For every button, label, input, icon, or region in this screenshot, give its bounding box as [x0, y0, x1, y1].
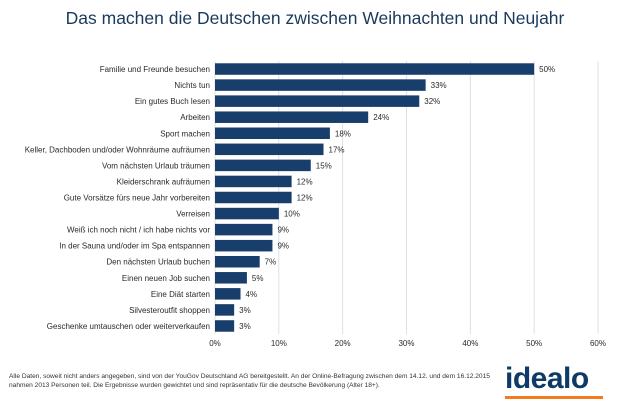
value-label: 3%	[239, 306, 251, 315]
bar	[215, 143, 324, 156]
bar	[215, 79, 426, 91]
value-label: 18%	[335, 129, 351, 138]
bar	[215, 63, 535, 75]
value-label: 9%	[277, 242, 289, 251]
value-label: 3%	[239, 322, 251, 331]
bar	[215, 223, 273, 236]
category-label: Gute Vorsätze fürs neue Jahr vorbereiten	[64, 194, 210, 203]
footnote: Alle Daten, soweit nicht anders angegebe…	[9, 373, 490, 389]
bar	[215, 111, 369, 123]
value-label: 15%	[316, 161, 332, 170]
bar	[215, 272, 247, 284]
value-label: 12%	[297, 177, 313, 186]
category-label: Arbeiten	[180, 113, 210, 122]
idealo-logo: idealo	[505, 362, 589, 395]
bar	[215, 304, 235, 316]
bar	[215, 288, 241, 300]
category-label: Weiß ich noch nicht / ich habe nichts vo…	[67, 226, 210, 235]
x-tick-label: 20%	[335, 339, 351, 348]
bar	[215, 207, 279, 220]
category-label: Nichts tun	[174, 81, 210, 90]
category-label: Kleiderschrank aufräumen	[117, 177, 210, 186]
category-label: Eine Diät starten	[151, 290, 210, 299]
x-tick-label: 30%	[398, 339, 414, 348]
value-label: 24%	[373, 113, 389, 122]
category-label: Sport machen	[160, 129, 210, 138]
value-label: 7%	[265, 258, 277, 267]
x-axis-ticks: 0% 10% 20% 30% 40% 50% 60%	[209, 339, 606, 348]
category-label: Verreisen	[176, 210, 210, 219]
category-label: Geschenke umtauschen oder weiterverkaufe…	[47, 322, 210, 331]
category-label: Keller, Dachboden und/oder Wohnräume auf…	[25, 145, 210, 154]
bar	[215, 159, 311, 172]
category-label: Silvesteroutfit shoppen	[129, 306, 210, 315]
category-label: Vom nächsten Urlaub träumen	[102, 161, 210, 170]
value-label: 9%	[277, 226, 289, 235]
value-label: 32%	[424, 97, 440, 106]
bar	[215, 127, 330, 140]
category-labels: Familie und Freunde besuchen Nichts tun Ei…	[25, 65, 211, 331]
value-label: 33%	[431, 81, 447, 90]
value-label: 4%	[246, 290, 258, 299]
logo-underline	[505, 396, 603, 399]
x-tick-label: 10%	[271, 339, 287, 348]
chart-title: Das machen die Deutschen zwischen Weihna…	[65, 8, 565, 28]
value-label: 17%	[329, 145, 345, 154]
x-tick-label: 0%	[209, 339, 221, 348]
category-label: Familie und Freunde besuchen	[100, 65, 210, 74]
x-tick-label: 40%	[462, 339, 478, 348]
x-tick-label: 60%	[590, 339, 606, 348]
value-label: 12%	[297, 194, 313, 203]
bar-chart: Familie und Freunde besuchen Nichts tun Ei…	[25, 61, 606, 348]
value-labels: 50%33%32%24%18%17%15%12%12%10%9%9%7%5%4%…	[239, 65, 555, 331]
bar	[215, 175, 292, 188]
category-label: Ein gutes Buch lesen	[135, 97, 210, 106]
bar	[215, 239, 273, 252]
category-label: Einen neuen Job suchen	[122, 274, 210, 283]
bar	[215, 255, 260, 268]
category-label: Den nächsten Urlaub buchen	[106, 258, 210, 267]
x-tick-label: 50%	[526, 339, 542, 348]
bar	[215, 191, 292, 204]
category-label: In der Sauna und/oder im Spa entspannen	[59, 242, 210, 251]
value-label: 10%	[284, 210, 300, 219]
chart-bars	[215, 63, 535, 332]
value-label: 50%	[539, 65, 555, 74]
bar	[215, 95, 420, 107]
value-label: 5%	[252, 274, 264, 283]
bar	[215, 320, 235, 332]
